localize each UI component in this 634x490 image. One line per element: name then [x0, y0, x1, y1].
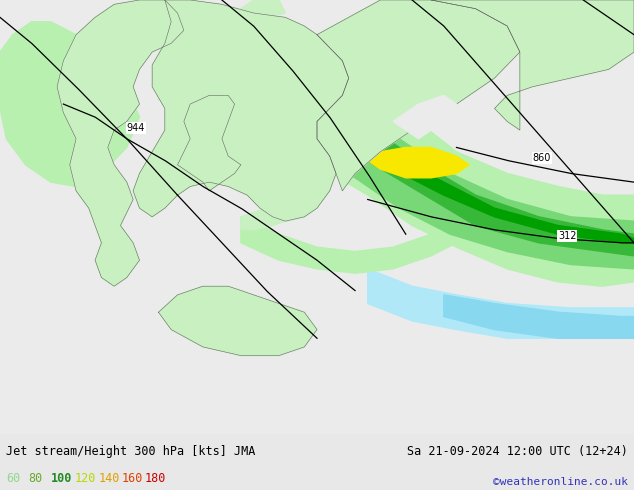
Polygon shape [349, 130, 634, 243]
Text: Sa 21-09-2024 12:00 UTC (12+24): Sa 21-09-2024 12:00 UTC (12+24) [407, 445, 628, 458]
Polygon shape [431, 0, 634, 130]
Polygon shape [444, 295, 634, 338]
Polygon shape [266, 187, 292, 204]
Polygon shape [241, 173, 336, 230]
Polygon shape [203, 113, 279, 165]
Text: 180: 180 [145, 472, 166, 486]
Text: 312: 312 [558, 231, 576, 242]
Polygon shape [158, 52, 634, 286]
Polygon shape [241, 217, 456, 273]
Polygon shape [158, 286, 317, 356]
Polygon shape [57, 0, 184, 286]
Polygon shape [0, 22, 139, 187]
Polygon shape [393, 96, 456, 139]
Polygon shape [178, 70, 634, 269]
Text: 140: 140 [98, 472, 120, 486]
Text: 80: 80 [29, 472, 42, 486]
Polygon shape [190, 82, 634, 256]
Text: 160: 160 [122, 472, 143, 486]
Text: Jet stream/Height 300 hPa [kts] JMA: Jet stream/Height 300 hPa [kts] JMA [6, 445, 256, 458]
Text: 120: 120 [75, 472, 96, 486]
Text: 60: 60 [6, 472, 20, 486]
Polygon shape [368, 147, 469, 178]
Text: ©weatheronline.co.uk: ©weatheronline.co.uk [493, 477, 628, 487]
Polygon shape [178, 96, 241, 191]
Polygon shape [241, 0, 285, 17]
Text: 860: 860 [533, 153, 551, 163]
Text: 944: 944 [127, 123, 145, 133]
Polygon shape [368, 269, 634, 338]
Polygon shape [133, 0, 349, 221]
Text: 100: 100 [51, 472, 72, 486]
Polygon shape [317, 0, 520, 191]
